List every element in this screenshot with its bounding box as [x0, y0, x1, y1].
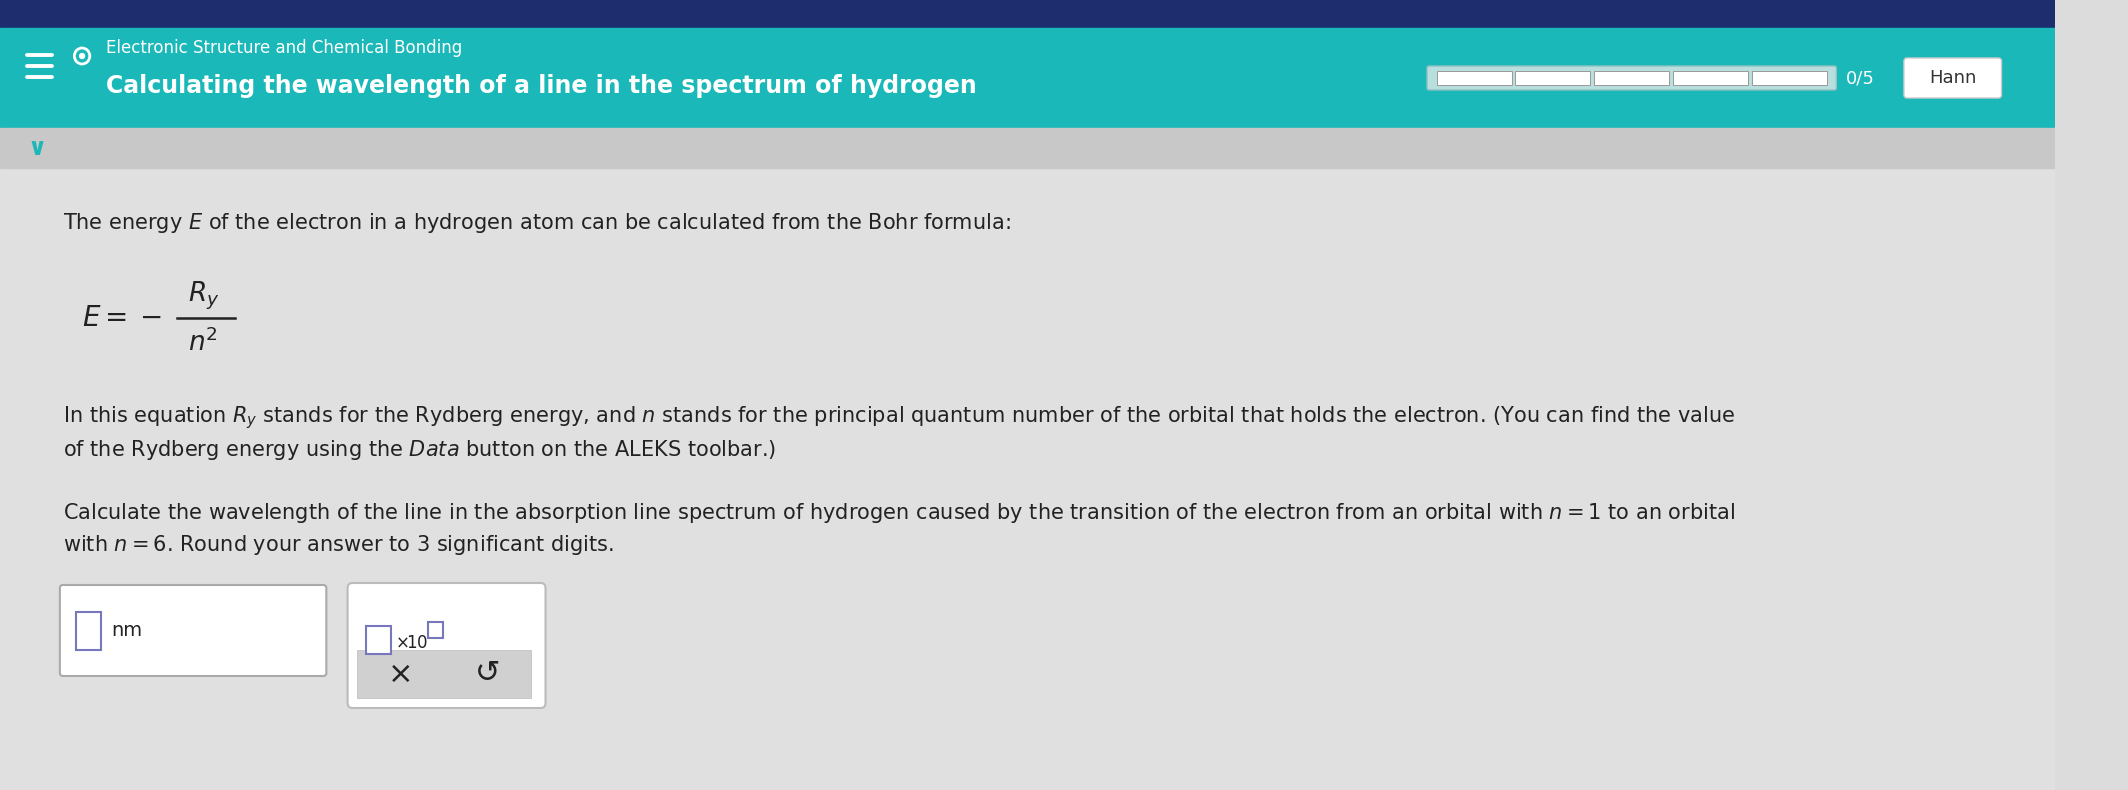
Bar: [0, 168, 2054, 790]
Bar: [0, 0, 2054, 28]
Text: In this equation $R_y$ stands for the Rydberg energy, and $n$ stands for the pri: In this equation $R_y$ stands for the Ry…: [62, 404, 1734, 431]
FancyBboxPatch shape: [1905, 58, 2002, 98]
Text: Calculate the wavelength of the line in the absorption line spectrum of hydrogen: Calculate the wavelength of the line in …: [62, 501, 1734, 525]
FancyBboxPatch shape: [60, 585, 326, 676]
Text: Calculating the wavelength of a line in the spectrum of hydrogen: Calculating the wavelength of a line in …: [106, 74, 977, 98]
Text: ×: ×: [387, 660, 413, 689]
Bar: [0, 128, 2054, 168]
Bar: [0, 28, 2054, 128]
Bar: [77, 611, 102, 649]
Text: The energy $E$ of the electron in a hydrogen atom can be calculated from the Boh: The energy $E$ of the electron in a hydr…: [62, 211, 1011, 235]
Text: $\times\!10$: $\times\!10$: [396, 634, 428, 652]
Bar: [1436, 71, 1511, 85]
FancyBboxPatch shape: [1428, 66, 1836, 90]
Text: $n^2$: $n^2$: [187, 329, 219, 357]
Text: Hann: Hann: [1928, 69, 1977, 87]
Circle shape: [79, 54, 85, 58]
FancyBboxPatch shape: [347, 583, 545, 708]
Text: nm: nm: [111, 621, 143, 640]
Bar: [1594, 71, 1668, 85]
Text: with $n=6$. Round your answer to 3 significant digits.: with $n=6$. Round your answer to 3 signi…: [62, 533, 613, 557]
Text: of the Rydberg energy using the $\mathit{Data}$ button on the ALEKS toolbar.): of the Rydberg energy using the $\mathit…: [62, 438, 777, 462]
Text: 0/5: 0/5: [1845, 69, 1875, 87]
Text: Electronic Structure and Chemical Bonding: Electronic Structure and Chemical Bondin…: [106, 39, 462, 57]
Bar: [1673, 71, 1747, 85]
Bar: [366, 626, 392, 654]
Text: $R_y$: $R_y$: [187, 280, 219, 312]
Bar: [428, 622, 443, 638]
Text: ∨: ∨: [28, 136, 47, 160]
Bar: [1751, 71, 1826, 85]
Bar: [358, 650, 532, 698]
Text: $E = -$: $E = -$: [83, 304, 162, 332]
Bar: [1515, 71, 1590, 85]
Text: ↺: ↺: [475, 660, 500, 689]
